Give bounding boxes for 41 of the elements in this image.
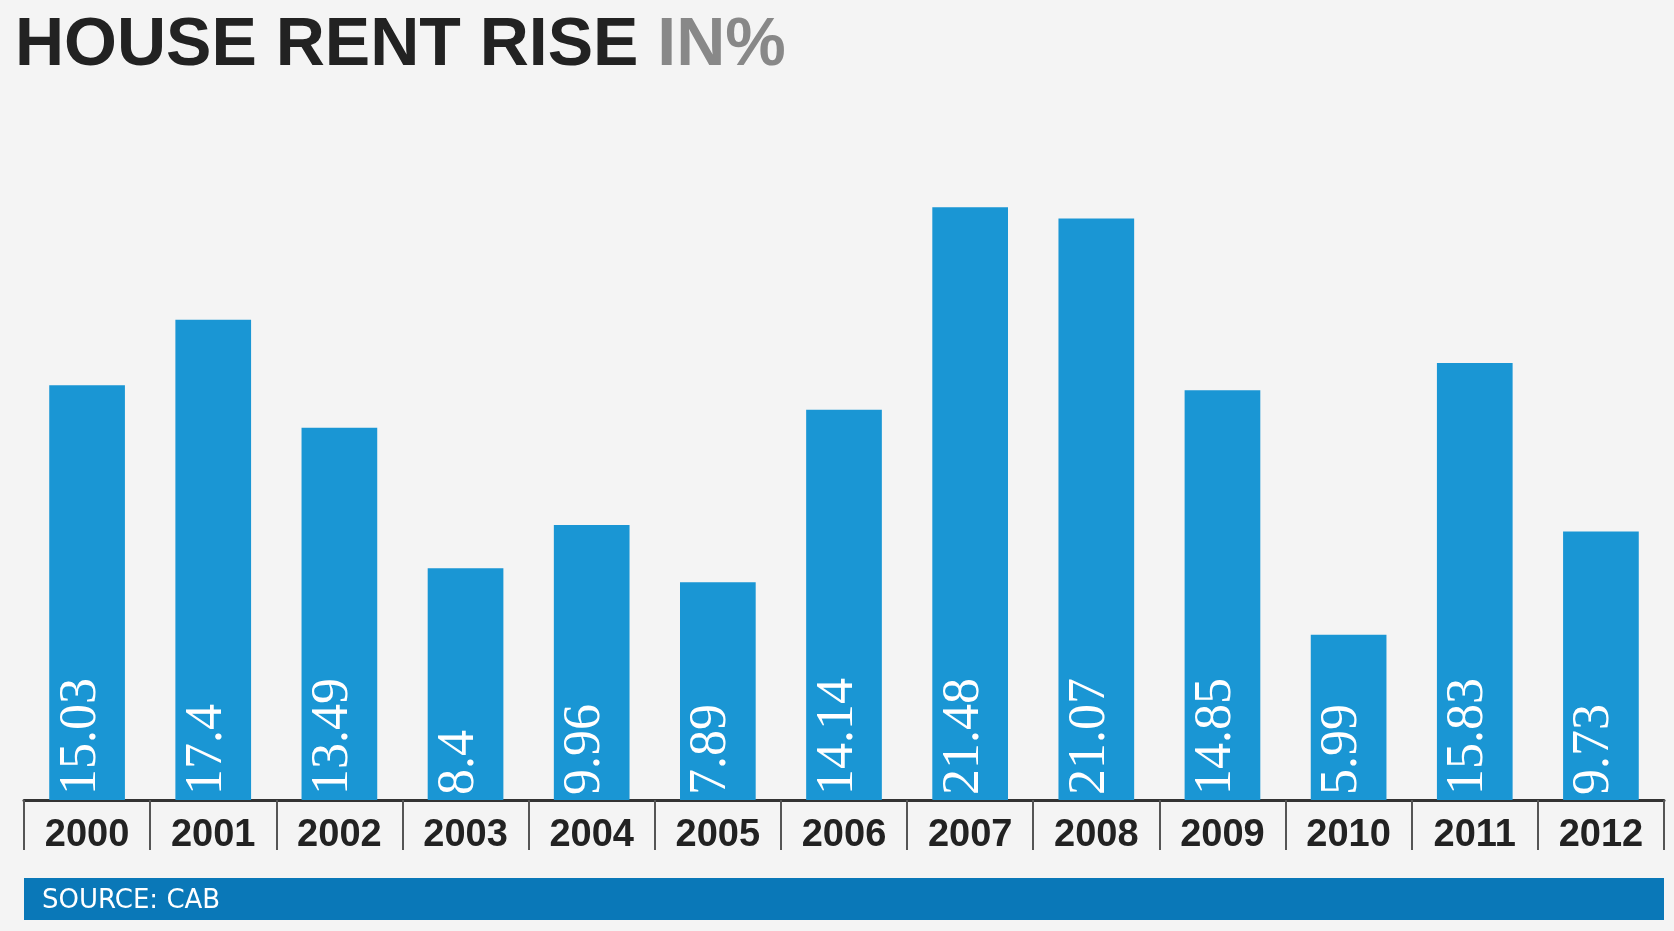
bar — [553, 525, 630, 800]
x-tick-label: 2005 — [675, 812, 761, 854]
bar — [680, 582, 756, 800]
source-note: SOURCE: CAB — [24, 878, 1664, 920]
x-tick-label: 2010 — [1306, 812, 1391, 854]
bar — [301, 427, 378, 800]
data-label: 13.49 — [300, 678, 358, 795]
data-label: 9.73 — [1562, 704, 1620, 795]
bar — [806, 409, 882, 800]
data-label: 5.99 — [1310, 704, 1368, 795]
chart-title: HOUSE RENT RISE IN% — [15, 3, 786, 79]
bar — [1184, 390, 1261, 800]
bar — [49, 385, 125, 800]
data-label: 21.48 — [931, 678, 989, 795]
x-tick-label: 2000 — [44, 812, 130, 854]
data-label: 14.85 — [1183, 678, 1241, 795]
x-tick-label: 2003 — [423, 812, 508, 854]
data-label: 21.07 — [1057, 678, 1115, 795]
bar — [1563, 531, 1639, 800]
x-tick-label: 2002 — [297, 812, 382, 854]
x-tick-label: 2008 — [1054, 812, 1139, 854]
data-label: 17.4 — [174, 704, 232, 795]
x-tick-label: 2011 — [1433, 812, 1516, 854]
bar — [427, 568, 504, 800]
data-label: 15.83 — [1436, 678, 1494, 795]
bar — [175, 319, 252, 800]
data-label: 9.96 — [553, 704, 611, 795]
x-tick-label: 2006 — [801, 812, 887, 854]
bar — [1310, 634, 1387, 800]
bar — [1436, 363, 1513, 800]
x-tick-label: 2004 — [549, 812, 634, 854]
data-label: 7.89 — [679, 704, 737, 795]
x-tick-label: 2012 — [1558, 812, 1644, 854]
x-tick-label: 2009 — [1180, 812, 1265, 854]
bar — [932, 207, 1008, 800]
x-tick-label: 2001 — [170, 812, 256, 854]
data-label: 14.14 — [805, 678, 863, 795]
bar — [1058, 218, 1135, 800]
data-label: 15.03 — [48, 678, 106, 795]
x-tick-label: 2007 — [927, 812, 1013, 854]
data-label: 8.4 — [427, 730, 485, 795]
